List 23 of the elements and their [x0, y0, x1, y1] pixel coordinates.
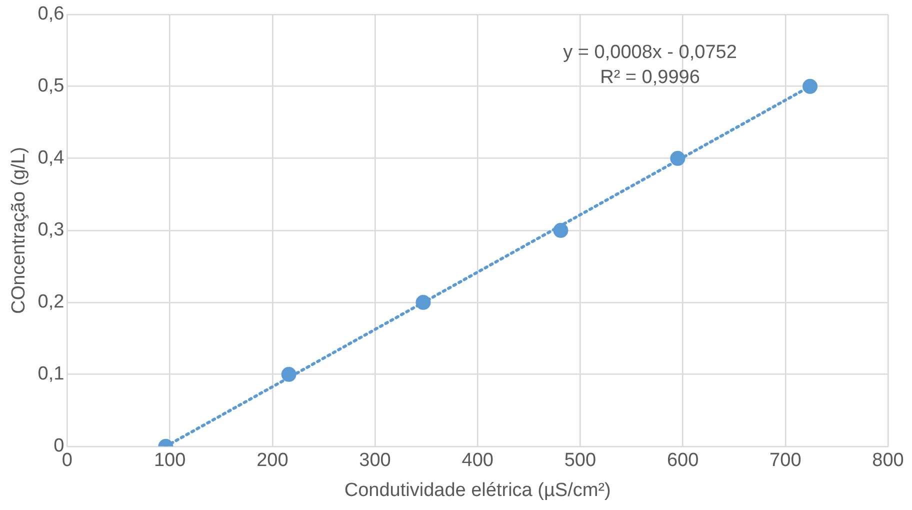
y-tick-label: 0,5 [38, 76, 64, 97]
x-tick-label: 500 [564, 450, 596, 472]
y-tick-label: 0,6 [38, 4, 64, 25]
point [553, 222, 568, 238]
x-tick-label: 800 [872, 450, 904, 472]
y-tick-label: 0,4 [38, 148, 65, 169]
point [281, 366, 296, 382]
x-tick-label: 200 [256, 450, 288, 472]
y-tick-label: 0,1 [38, 364, 64, 385]
point [416, 294, 431, 310]
x-axis-title: Condutividade elétrica (µS/cm²) [344, 480, 611, 501]
point [670, 150, 686, 166]
y-tick-label: 0,2 [38, 292, 64, 313]
annotation: R² = 0,9996 [600, 67, 700, 88]
x-tick-label: 300 [359, 450, 391, 472]
point [802, 78, 818, 94]
y-tick-label: 0,3 [38, 220, 64, 241]
x-tick-label: 400 [462, 450, 494, 472]
x-tick-label: 700 [770, 450, 802, 472]
annotation: y = 0,0008x - 0,0752 [563, 42, 737, 63]
x-tick-label: 600 [666, 450, 699, 472]
y-axis-title: COncentração (g/L) [8, 146, 30, 314]
x-tick-label: 100 [154, 450, 186, 472]
